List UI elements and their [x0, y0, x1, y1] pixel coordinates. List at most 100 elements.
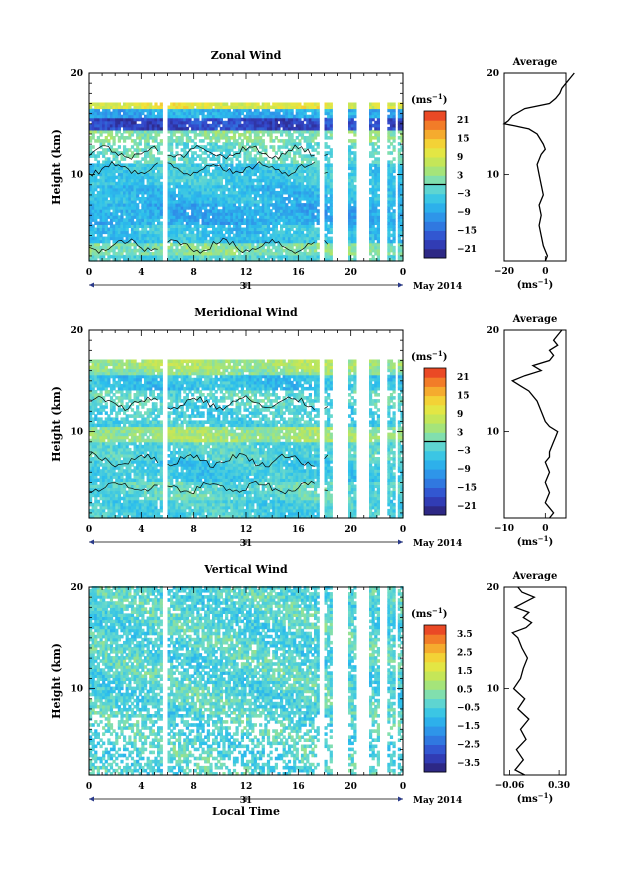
heatmap-cell: [89, 193, 93, 198]
heatmap-cell: [91, 248, 95, 253]
heatmap-cell: [133, 111, 137, 116]
heatmap-cell: [94, 203, 98, 207]
heatmap-cell: [102, 139, 106, 143]
heatmap-cell: [109, 136, 114, 140]
heatmap-cell: [144, 160, 148, 164]
heatmap-cell: [133, 108, 137, 113]
heatmap-cell: [89, 114, 93, 119]
heatmap-cell: [128, 108, 132, 113]
heatmap-cell: [117, 224, 121, 228]
heatmap-cell: [138, 133, 142, 137]
heatmap-cell: [107, 187, 111, 192]
heatmap-cell: [138, 251, 142, 256]
heatmap-cell: [91, 120, 95, 125]
heatmap-cell: [144, 139, 148, 143]
heatmap-cell: [149, 181, 153, 186]
heatmap-cell: [123, 218, 127, 222]
heatmap-cell: [107, 233, 111, 238]
heatmap-cell: [133, 172, 137, 177]
heatmap-cell: [115, 203, 119, 207]
heatmap-cell: [96, 154, 100, 158]
heatmap-cell: [104, 169, 108, 174]
heatmap-cell: [136, 224, 140, 228]
heatmap-cell: [104, 239, 108, 244]
heatmap-cell: [94, 230, 98, 235]
heatmap-cell: [91, 111, 95, 116]
heatmap-cell: [136, 172, 140, 177]
heatmap-cell: [123, 230, 127, 235]
heatmap-cell: [392, 145, 396, 149]
heatmap-cell: [112, 166, 116, 171]
panel-title: Meridional Wind: [194, 306, 298, 319]
heatmap-cell: [392, 251, 396, 256]
colorbar-segment: [424, 202, 446, 213]
heatmap-cell: [151, 254, 155, 259]
heatmap-cell: [94, 157, 98, 161]
heatmap-cell: [133, 203, 137, 207]
heatmap-cell: [112, 108, 116, 113]
heatmap-cell: [109, 172, 114, 177]
heatmap-cell: [159, 114, 163, 119]
heatmap-cell: [133, 200, 137, 204]
heatmap-cell: [159, 190, 163, 195]
heatmap-cell: [353, 209, 357, 213]
heatmap-cell: [115, 169, 119, 174]
heatmap-cell: [329, 215, 333, 219]
heatmap-cell: [392, 221, 396, 225]
heatmap-cell: [141, 105, 145, 110]
heatmap-cell: [144, 157, 148, 161]
heatmap-cell: [117, 203, 121, 207]
heatmap-cell: [146, 184, 150, 189]
heatmap-cell: [149, 175, 153, 180]
heatmap-cell: [149, 102, 153, 107]
heatmap-cell: [123, 193, 127, 198]
heatmap-cell: [138, 236, 142, 241]
heatmap-cell: [96, 105, 100, 110]
heatmap-cell: [115, 184, 119, 189]
heatmap-cell: [94, 209, 98, 213]
heatmap-cell: [269, 133, 273, 137]
heatmap-cell: [123, 203, 127, 207]
heatmap-cell: [392, 166, 396, 171]
heatmap-cell: [107, 108, 111, 113]
heatmap-cell: [120, 163, 124, 167]
heatmap-cell: [316, 120, 320, 125]
heatmap-cell: [91, 181, 95, 186]
heatmap-cell: [141, 203, 145, 207]
heatmap-cell: [149, 184, 153, 189]
heatmap-cell: [104, 157, 108, 161]
heatmap-cell: [102, 230, 106, 235]
heatmap-cell: [117, 218, 121, 222]
heatmap-cell: [115, 154, 119, 158]
heatmap-cell: [392, 215, 396, 219]
heatmap-cell: [94, 197, 98, 201]
heatmap-cell: [96, 236, 100, 241]
heatmap-cell: [115, 157, 119, 161]
colorbar-tick-label: −3: [457, 190, 471, 200]
heatmap-cell: [376, 239, 380, 244]
heatmap-cell: [91, 166, 95, 171]
heatmap-cell: [112, 218, 116, 222]
heatmap-cell: [280, 133, 284, 137]
heatmap-cell: [146, 111, 150, 116]
heatmap-cell: [136, 145, 140, 149]
heatmap-cell: [117, 221, 121, 225]
heatmap-cell: [353, 215, 357, 219]
heatmap-cell: [125, 178, 129, 183]
heatmap-cell: [151, 200, 155, 204]
heatmap-cell: [104, 245, 108, 250]
heatmap-cell: [314, 157, 318, 161]
heatmap-cell: [96, 102, 100, 107]
heatmap-cell: [144, 175, 148, 180]
heatmap-cell: [117, 166, 121, 171]
heatmap-cell: [94, 181, 98, 186]
heatmap-cell: [128, 193, 132, 198]
heatmap-cell: [193, 151, 197, 155]
heatmap-cell: [94, 187, 98, 192]
heatmap-cell: [94, 120, 98, 125]
heatmap-cell: [133, 126, 137, 131]
heatmap-cell: [107, 160, 111, 164]
heatmap-cell: [353, 184, 357, 189]
heatmap-cell: [107, 157, 111, 161]
heatmap-cell: [99, 224, 103, 228]
